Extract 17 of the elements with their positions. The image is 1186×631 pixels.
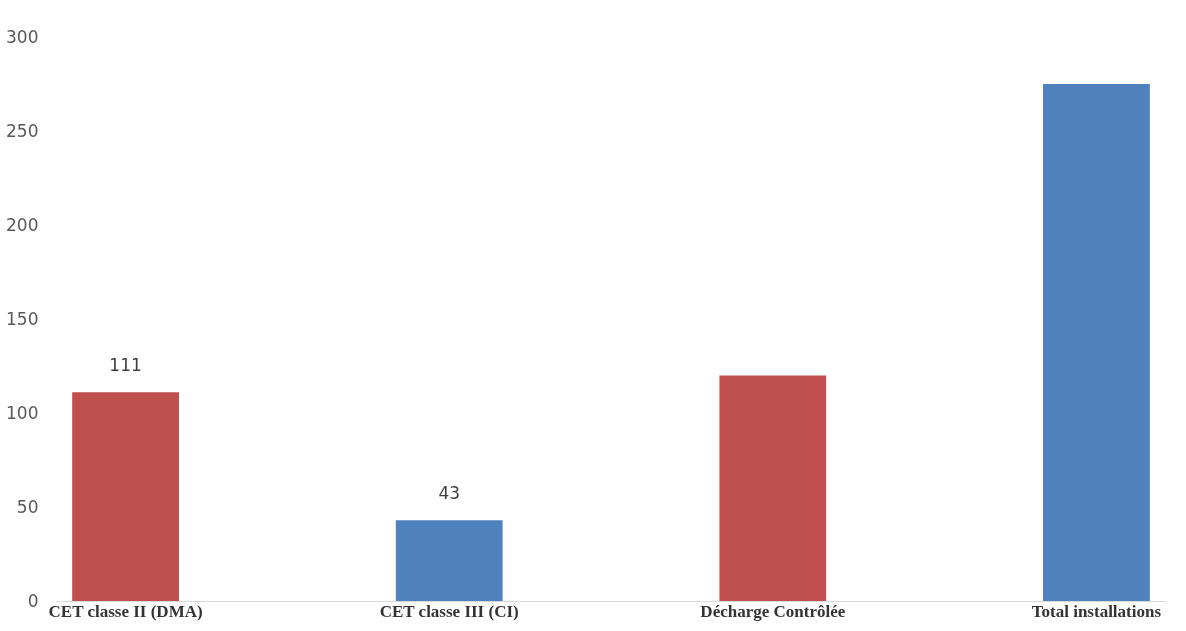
bar: [72, 392, 179, 601]
x-tick-label: Décharge Contrôlée: [700, 601, 846, 621]
data-label: 43: [438, 483, 461, 504]
y-tick-label: 300: [6, 26, 39, 47]
x-tick-label: Total installations: [1031, 601, 1162, 621]
x-tick-label: CET classe II (DMA): [48, 601, 203, 621]
y-tick-label: 200: [6, 214, 39, 235]
y-tick-label: 50: [16, 496, 39, 517]
data-label: 111: [109, 355, 142, 376]
bar: [1043, 84, 1150, 601]
y-tick-label: 100: [6, 402, 39, 423]
y-tick-label: 0: [27, 590, 39, 611]
bar: [719, 375, 827, 601]
y-tick-label: 250: [6, 120, 39, 141]
bar: [395, 520, 503, 601]
y-tick-label: 150: [6, 308, 39, 329]
x-tick-label: CET classe III (CI): [379, 601, 519, 621]
